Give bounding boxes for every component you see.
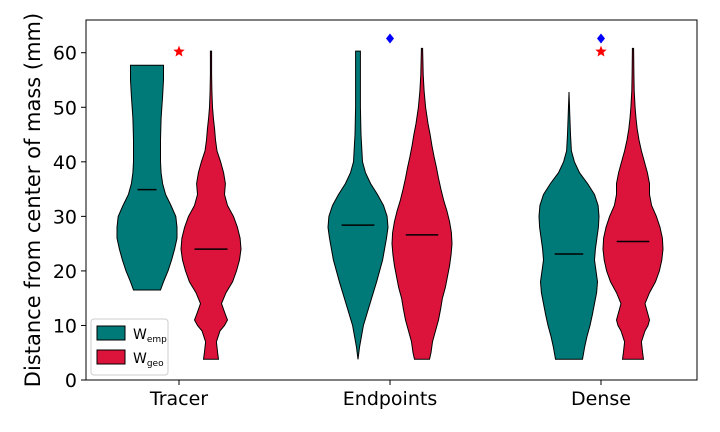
significance-markers xyxy=(173,33,607,57)
diamond-marker-endpoints xyxy=(386,33,394,44)
x-tick-label-tracer: Tracer xyxy=(149,388,208,410)
legend: Wemp Wgeo xyxy=(90,318,169,376)
y-tick-label: 0 xyxy=(65,370,77,392)
violin-w-geo-dense xyxy=(602,47,664,360)
y-tick-label: 20 xyxy=(53,261,77,283)
y-tick-label: 40 xyxy=(53,152,77,174)
star-marker-tracer xyxy=(173,45,185,57)
violin-w-emp-tracer xyxy=(116,64,178,291)
diamond-marker-dense xyxy=(597,33,605,44)
y-axis: 0 10 20 30 40 50 60 xyxy=(53,43,86,392)
x-axis: Tracer Endpoints Dense xyxy=(149,380,631,410)
y-tick-label: 10 xyxy=(53,315,77,337)
legend-label-emp: Wemp xyxy=(133,327,167,345)
y-tick-label: 50 xyxy=(53,97,77,119)
star-marker-dense xyxy=(595,45,607,57)
violin-w-emp-endpoints xyxy=(327,50,389,360)
legend-label-geo: Wgeo xyxy=(133,351,164,369)
y-tick-label: 60 xyxy=(53,43,77,65)
violin-w-geo-endpoints xyxy=(391,47,453,360)
legend-swatch-geo xyxy=(96,349,126,365)
y-axis-label: Distance from center of mass (mm) xyxy=(21,13,45,387)
violin-w-emp-dense xyxy=(538,91,600,360)
x-tick-label-endpoints: Endpoints xyxy=(343,388,437,410)
legend-swatch-emp xyxy=(96,325,126,341)
x-tick-label-dense: Dense xyxy=(571,388,631,410)
medians-layer xyxy=(137,188,650,255)
plot-frame xyxy=(85,19,698,381)
violin-w-geo-tracer xyxy=(180,50,242,360)
y-tick-label: 30 xyxy=(53,206,77,228)
violins-layer xyxy=(116,47,664,360)
